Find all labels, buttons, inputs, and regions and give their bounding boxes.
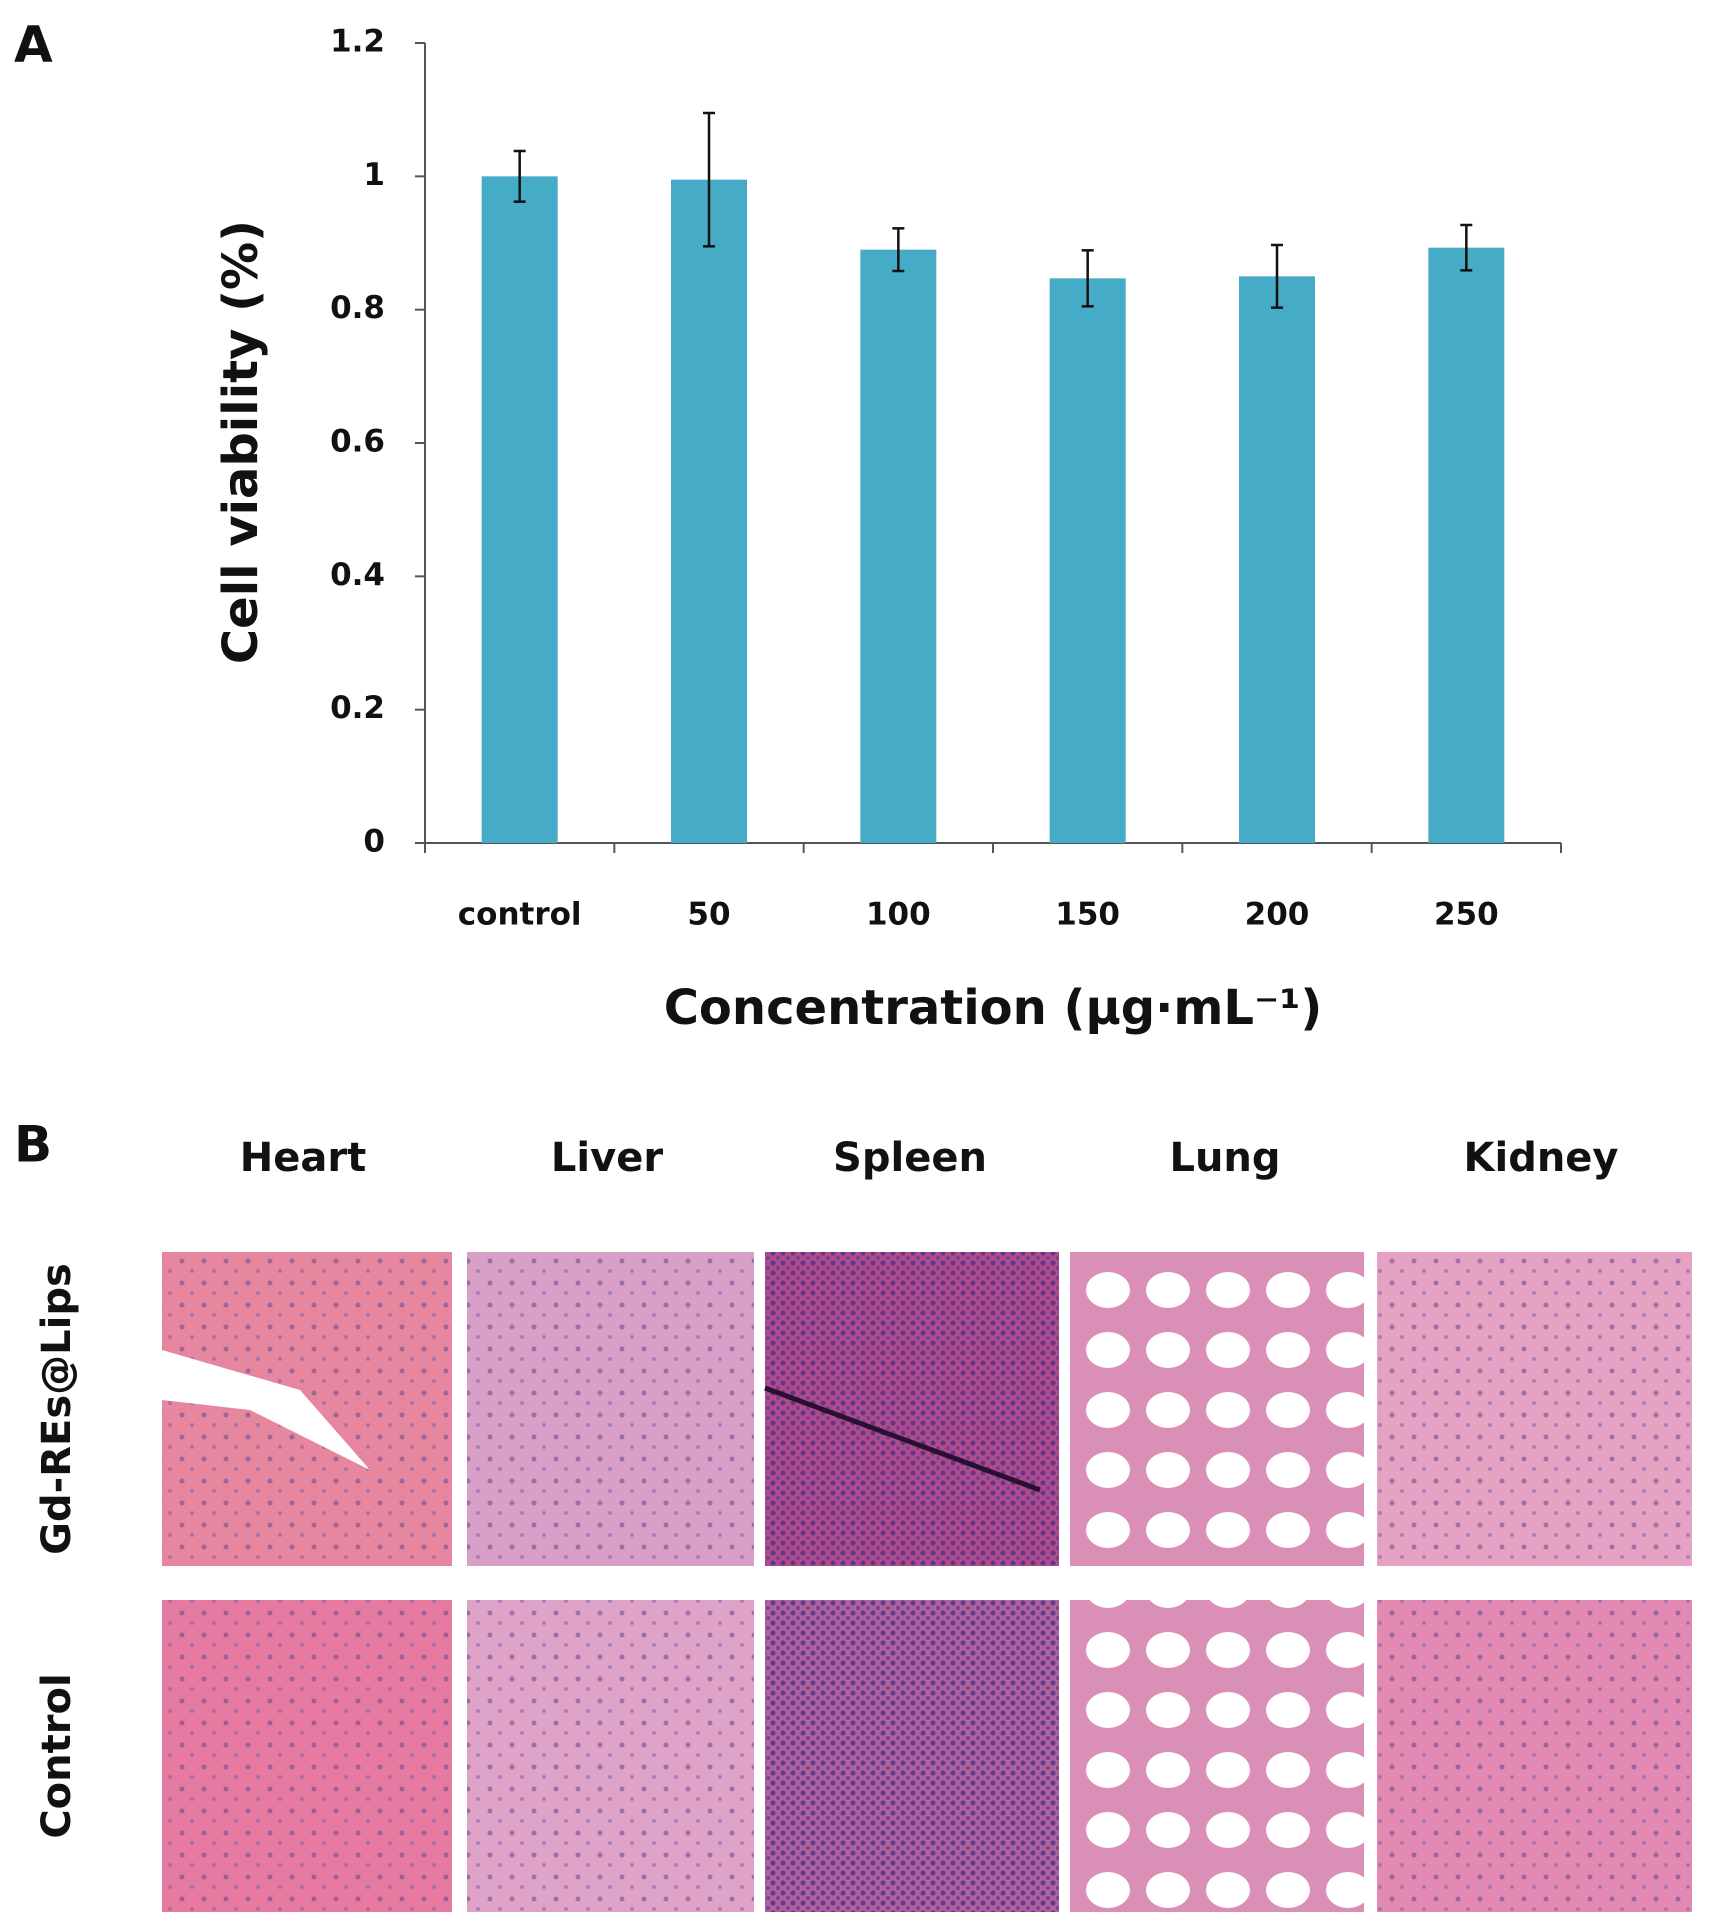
image-texture [765,1600,1059,1912]
image-texture [467,1252,754,1566]
y-tick-label: 0.4 [330,557,385,593]
error-bar [513,149,526,203]
column-label: Liver [551,1135,663,1181]
bar [1049,278,1126,843]
bar [481,176,558,844]
x-tick-label: 50 [687,897,730,933]
panel-label: B [14,1116,52,1174]
panel-label: A [14,16,53,74]
x-axis-title: Concentration (μg·mL⁻¹) [664,980,1323,1036]
image-texture [1377,1600,1692,1912]
y-axis-title: Cell viability (%) [213,220,269,664]
y-tick-label: 0.8 [330,290,385,326]
y-tick-label: 0.6 [330,424,385,460]
image-texture [765,1252,1059,1566]
y-tick-label: 0 [363,824,385,860]
image-lung [1070,1252,1364,1566]
bar [671,179,747,843]
bar [1239,276,1315,843]
image-texture [1377,1252,1692,1566]
bar [1428,247,1505,843]
image-texture [467,1600,754,1912]
x-tick-label: 100 [866,897,931,933]
image-gap [162,1350,370,1470]
error-bar [1081,249,1094,308]
x-tick-label: control [458,897,582,933]
image-texture [162,1600,452,1912]
image-streak [764,1385,1041,1493]
histology-panel [162,1252,1692,1912]
error-bar [703,111,715,248]
column-label: Lung [1169,1135,1280,1181]
x-tick-label: 150 [1055,897,1120,933]
error-bar [1271,243,1283,309]
image-lung [1070,1600,1364,1912]
y-tick-label: 1.2 [330,24,385,60]
row-label: Gd-REs@Lips [34,1263,80,1555]
bar [860,249,937,843]
column-label: Kidney [1463,1135,1618,1181]
x-tick-label: 250 [1434,897,1499,933]
y-tick-label: 0.2 [330,690,385,726]
column-label: Heart [240,1135,366,1181]
row-label: Control [34,1673,80,1838]
x-tick-label: 200 [1245,897,1310,933]
error-bar [892,227,905,273]
column-label: Spleen [833,1135,987,1181]
error-bar [1460,223,1473,272]
y-tick-label: 1 [363,157,385,193]
